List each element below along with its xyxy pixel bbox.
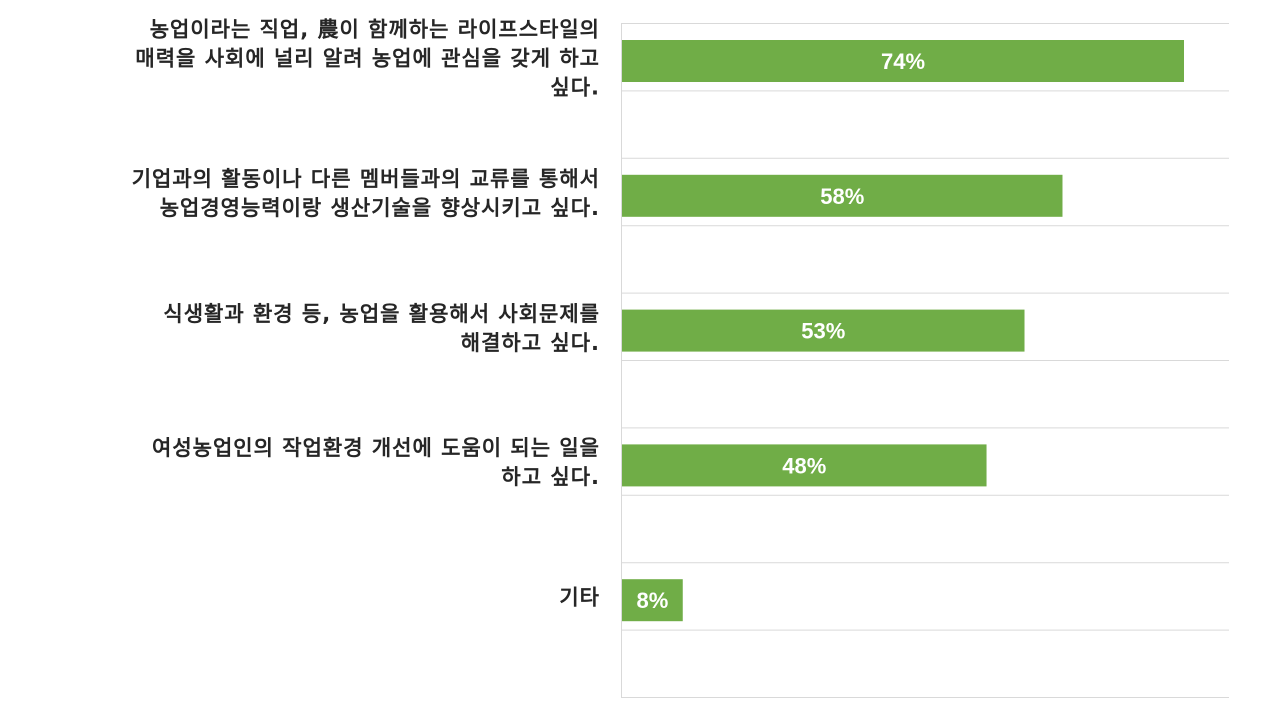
category-label: 농업이라는 직업, 農이 함께하는 라이프스타일의 매력을 사회에 널리 알려 … <box>135 17 600 100</box>
category-label: 여성농업인의 작업환경 개선에 도움이 되는 일을 하고 싶다. <box>152 436 600 490</box>
data-label: 48% <box>782 453 826 478</box>
bar <box>622 174 1063 217</box>
data-label: 74% <box>881 49 925 74</box>
bar <box>622 309 1025 352</box>
data-label: 58% <box>820 184 864 209</box>
category-label: 식생활과 환경 등, 농업을 활용해서 사회문제를 해결하고 싶다. <box>163 301 600 355</box>
data-label: 8% <box>636 588 668 613</box>
category-label: 기타 <box>559 585 600 610</box>
bar <box>622 444 987 487</box>
bar <box>622 579 683 622</box>
bar <box>622 40 1184 82</box>
category-label: 기업과의 활동이나 다른 멤버들과의 교류를 통해서 농업경영능력이랑 생산기술… <box>131 166 600 220</box>
data-label: 53% <box>801 319 845 344</box>
